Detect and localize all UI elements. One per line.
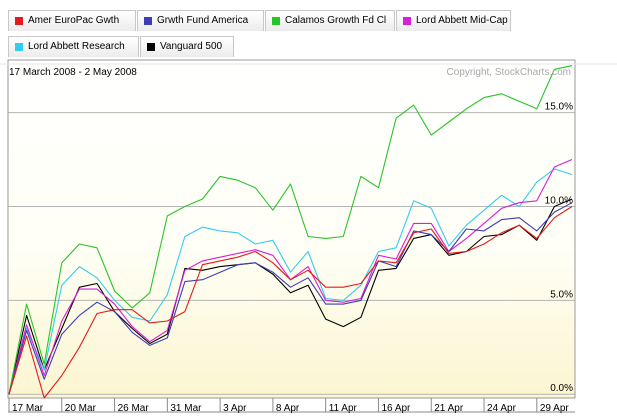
legend-item-lord-abbett-mid-cap: Lord Abbett Mid-Cap — [396, 10, 511, 31]
x-tick-label: 24 Apr — [487, 403, 517, 414]
legend-label: Grwth Fund America — [157, 15, 249, 26]
legend-swatch — [15, 17, 23, 25]
x-tick-label: 21 Apr — [434, 403, 464, 414]
series-line-grwth-fund-america — [8, 202, 573, 395]
legend-swatch — [147, 43, 155, 51]
legend-item-lord-abbett-research: Lord Abbett Research — [8, 36, 139, 57]
x-tick-label: 8 Apr — [276, 403, 300, 414]
y-tick-label: 0.0% — [550, 383, 573, 394]
legend-swatch — [15, 43, 23, 51]
copyright-watermark: Copyright, StockCharts.com — [447, 67, 572, 78]
series-line-lord-abbett-research — [8, 168, 573, 395]
legend-swatch — [144, 17, 152, 25]
legend-swatch — [403, 17, 411, 25]
x-tick-label: 3 Apr — [223, 403, 247, 414]
x-tick-label: 20 Mar — [65, 403, 97, 414]
legend-label: Lord Abbett Mid-Cap — [416, 15, 508, 26]
legend-label: Vanguard 500 — [160, 41, 223, 52]
x-tick-label: 17 Mar — [12, 403, 44, 414]
legend: Amer EuroPac Gwth Grwth Fund America Calam… — [0, 0, 617, 60]
y-tick-label: 15.0% — [545, 102, 573, 113]
series-line-amer-europac-gwth — [8, 206, 573, 399]
y-tick-label: 5.0% — [550, 289, 573, 300]
series-line-calamos-growth-fd-cl — [8, 65, 573, 395]
legend-item-amer-europac-gwth: Amer EuroPac Gwth — [8, 10, 136, 31]
x-tick-label: 29 Apr — [540, 403, 570, 414]
x-tick-label: 26 Mar — [118, 403, 150, 414]
legend-item-grwth-fund-america: Grwth Fund America — [137, 10, 264, 31]
x-tick-label: 16 Apr — [381, 403, 411, 414]
date-range: 17 March 2008 - 2 May 2008 — [9, 67, 137, 78]
x-tick-label: 31 Mar — [170, 403, 202, 414]
legend-item-vanguard-500: Vanguard 500 — [140, 36, 234, 57]
y-tick-label: 10.0% — [545, 195, 573, 206]
plot-area — [8, 60, 575, 398]
legend-label: Lord Abbett Research — [28, 41, 125, 52]
series-line-vanguard-500 — [8, 198, 573, 395]
x-tick-label: 11 Apr — [329, 403, 358, 414]
legend-item-calamos-growth-fd-cl: Calamos Growth Fd Cl — [265, 10, 395, 31]
plot-frame — [7, 59, 576, 399]
legend-label: Calamos Growth Fd Cl — [285, 15, 387, 26]
legend-label: Amer EuroPac Gwth — [28, 15, 120, 26]
legend-swatch — [272, 17, 280, 25]
